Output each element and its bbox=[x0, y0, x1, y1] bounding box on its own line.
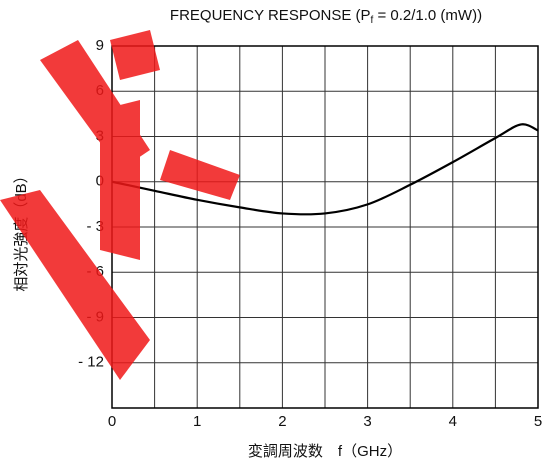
title-subscript: f bbox=[371, 15, 374, 26]
x-tick-label: 4 bbox=[449, 413, 457, 430]
watermark-stroke bbox=[160, 150, 240, 200]
title-part: = 0.2/1.0 (mW)) bbox=[373, 7, 482, 24]
watermark-stroke bbox=[100, 100, 140, 260]
watermark-stroke bbox=[0, 190, 150, 380]
y-tick-label: 0 bbox=[96, 173, 104, 190]
watermark-stroke bbox=[110, 30, 160, 80]
watermark bbox=[0, 30, 240, 380]
x-tick-label: 3 bbox=[363, 413, 371, 430]
chart-title: FREQUENCY RESPONSE (Pf = 0.2/1.0 (mW)) bbox=[170, 7, 482, 26]
x-axis-label: 変調周波数 f（GHz） bbox=[248, 443, 402, 460]
y-tick-label: - 3 bbox=[86, 218, 104, 235]
y-tick-label: 9 bbox=[96, 37, 104, 54]
x-tick-label: 1 bbox=[193, 413, 201, 430]
x-tick-label: 0 bbox=[108, 413, 116, 430]
x-tick-label: 2 bbox=[278, 413, 286, 430]
y-tick-label: - 12 bbox=[78, 354, 104, 371]
x-tick-label: 5 bbox=[534, 413, 542, 430]
title-part: FREQUENCY RESPONSE (P bbox=[170, 7, 371, 24]
line bbox=[111, 123, 539, 216]
